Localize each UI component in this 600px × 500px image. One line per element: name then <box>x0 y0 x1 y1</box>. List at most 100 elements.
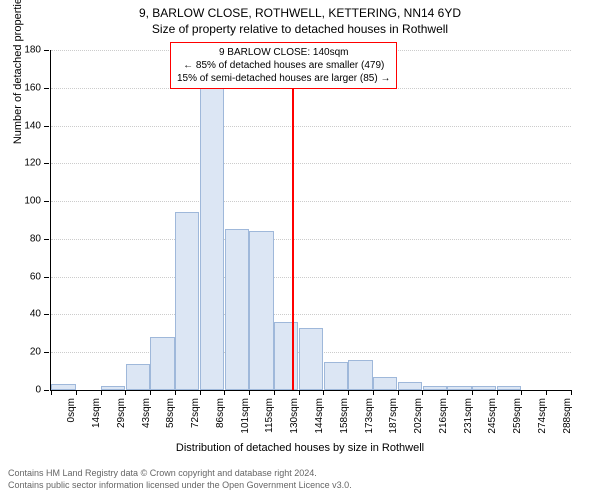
x-tick-label: 14sqm <box>91 398 102 438</box>
x-tick-label: 86sqm <box>215 398 226 438</box>
footer-line-2: Contains public sector information licen… <box>8 480 352 492</box>
chart-container: 9, BARLOW CLOSE, ROTHWELL, KETTERING, NN… <box>0 0 600 500</box>
histogram-bar <box>324 362 348 390</box>
x-tick <box>422 390 423 395</box>
histogram-bar <box>225 229 249 390</box>
grid-line <box>51 201 571 202</box>
marker-line <box>292 50 294 390</box>
histogram-bar <box>472 386 496 390</box>
histogram-bar <box>101 386 125 390</box>
y-tick-label: 100 <box>24 196 41 207</box>
histogram-bar <box>51 384 75 390</box>
x-tick <box>447 390 448 395</box>
y-tick-label: 80 <box>30 233 41 244</box>
y-tick-label: 0 <box>35 385 41 396</box>
y-tick <box>44 88 49 89</box>
y-tick-label: 120 <box>24 158 41 169</box>
y-tick-label: 180 <box>24 45 41 56</box>
x-tick <box>373 390 374 395</box>
x-tick <box>224 390 225 395</box>
y-tick-label: 40 <box>30 309 41 320</box>
y-tick <box>44 163 49 164</box>
x-tick <box>299 390 300 395</box>
x-tick <box>175 390 176 395</box>
y-tick <box>44 314 49 315</box>
title-line-1: 9, BARLOW CLOSE, ROTHWELL, KETTERING, NN… <box>0 0 600 20</box>
x-tick <box>125 390 126 395</box>
x-tick <box>497 390 498 395</box>
x-tick <box>249 390 250 395</box>
grid-line <box>51 277 571 278</box>
y-tick <box>44 201 49 202</box>
x-tick <box>323 390 324 395</box>
info-box: 9 BARLOW CLOSE: 140sqm ← 85% of detached… <box>170 42 397 89</box>
x-tick-label: 259sqm <box>512 398 523 438</box>
info-line-3: 15% of semi-detached houses are larger (… <box>177 72 390 85</box>
x-tick-label: 216sqm <box>438 398 449 438</box>
histogram-bar <box>175 212 199 390</box>
x-tick <box>521 390 522 395</box>
grid-line <box>51 314 571 315</box>
histogram-bar <box>150 337 174 390</box>
histogram-bar <box>274 322 298 390</box>
x-tick-label: 144sqm <box>314 398 325 438</box>
x-tick-label: 0sqm <box>66 398 77 438</box>
x-tick-label: 43sqm <box>141 398 152 438</box>
x-tick-label: 130sqm <box>289 398 300 438</box>
x-tick-label: 173sqm <box>364 398 375 438</box>
x-tick <box>150 390 151 395</box>
histogram-bar <box>398 382 422 390</box>
histogram-bar <box>249 231 273 390</box>
x-tick <box>101 390 102 395</box>
x-tick-label: 158sqm <box>339 398 350 438</box>
x-tick <box>571 390 572 395</box>
y-tick <box>44 352 49 353</box>
histogram-bar <box>373 377 397 390</box>
x-tick <box>472 390 473 395</box>
y-tick-label: 20 <box>30 347 41 358</box>
x-tick <box>398 390 399 395</box>
histogram-bar <box>299 328 323 390</box>
x-axis-title: Distribution of detached houses by size … <box>0 442 600 454</box>
x-tick <box>76 390 77 395</box>
x-tick <box>51 390 52 395</box>
histogram-bar <box>200 78 224 390</box>
grid-line <box>51 126 571 127</box>
x-tick <box>274 390 275 395</box>
y-tick <box>44 277 49 278</box>
x-tick-label: 274sqm <box>537 398 548 438</box>
histogram-bar <box>423 386 447 390</box>
plot-area: 0204060801001201401601800sqm14sqm29sqm43… <box>50 50 571 391</box>
histogram-bar <box>497 386 521 390</box>
y-tick-label: 60 <box>30 271 41 282</box>
info-line-1: 9 BARLOW CLOSE: 140sqm <box>177 46 390 59</box>
y-tick-label: 140 <box>24 120 41 131</box>
y-tick <box>44 239 49 240</box>
y-tick <box>44 126 49 127</box>
x-tick-label: 202sqm <box>413 398 424 438</box>
histogram-bar <box>126 364 150 390</box>
x-tick-label: 115sqm <box>264 398 275 438</box>
histogram-bar <box>348 360 372 390</box>
x-tick-label: 58sqm <box>165 398 176 438</box>
y-tick-label: 160 <box>24 82 41 93</box>
x-tick-label: 101sqm <box>240 398 251 438</box>
x-tick-label: 72sqm <box>190 398 201 438</box>
x-tick <box>200 390 201 395</box>
x-tick-label: 29sqm <box>116 398 127 438</box>
y-axis-title: Number of detached properties <box>12 0 24 144</box>
x-tick <box>348 390 349 395</box>
y-tick <box>44 390 49 391</box>
y-tick <box>44 50 49 51</box>
x-tick-label: 231sqm <box>463 398 474 438</box>
x-tick-label: 187sqm <box>388 398 399 438</box>
x-tick-label: 245sqm <box>487 398 498 438</box>
footer-line-1: Contains HM Land Registry data © Crown c… <box>8 468 352 480</box>
grid-line <box>51 163 571 164</box>
x-tick <box>546 390 547 395</box>
footer-attribution: Contains HM Land Registry data © Crown c… <box>8 468 352 491</box>
title-line-2: Size of property relative to detached ho… <box>0 20 600 36</box>
info-line-2: ← 85% of detached houses are smaller (47… <box>177 59 390 72</box>
histogram-bar <box>447 386 471 390</box>
x-tick-label: 288sqm <box>562 398 573 438</box>
